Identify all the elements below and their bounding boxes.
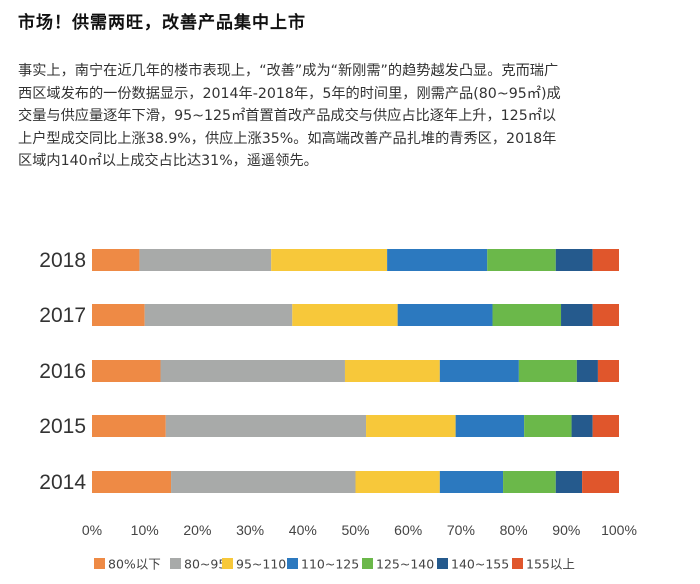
bars-layer — [92, 249, 619, 493]
stacked-bar-chart: 2018 2017 2016 2015 2014 0% 10% 20% 30% 40% 50% 60… — [39, 249, 637, 572]
bar-segment-2016-2 — [344, 360, 440, 382]
category-label-2016: 2016 — [39, 360, 86, 383]
paragraph-line: 上户型成交同比上涨38.9%，供应上涨35%。如高端改善产品扎堆的青秀区，201… — [18, 130, 557, 147]
x-tick-label: 90% — [552, 522, 580, 538]
bar-segment-2015-0 — [92, 415, 166, 437]
bar-segment-2016-4 — [518, 360, 577, 382]
bar-segment-2014-2 — [355, 471, 440, 493]
x-tick-label: 50% — [341, 522, 369, 538]
bar-segment-2014-0 — [92, 471, 172, 493]
bar-segment-2018-1 — [139, 249, 272, 271]
article-heading: 市场！供需两旺，改善产品集中上市 — [18, 13, 306, 33]
bar-segment-2018-5 — [555, 249, 593, 271]
legend-label: 140~155 — [451, 557, 509, 572]
category-label-2018: 2018 — [39, 249, 86, 272]
x-tick-label: 80% — [500, 522, 528, 538]
x-tick-label: 100% — [601, 522, 637, 538]
bar-segment-2018-0 — [92, 249, 140, 271]
bar-segment-2017-3 — [397, 304, 493, 326]
legend-swatch — [362, 558, 373, 569]
bar-segment-2017-4 — [492, 304, 562, 326]
bar-segment-2016-3 — [439, 360, 519, 382]
legend-label: 80~95 — [184, 557, 226, 572]
bar-segment-2014-3 — [439, 471, 504, 493]
paragraph-line: 区域内140㎡以上成交占比达31%，遥遥领先。 — [18, 153, 318, 169]
legend-swatch — [287, 558, 298, 569]
x-tick-label: 70% — [447, 522, 475, 538]
bar-segment-2016-5 — [576, 360, 598, 382]
bar-segment-2014-1 — [171, 471, 356, 493]
bar-segment-2015-1 — [165, 415, 367, 437]
legend-swatch — [222, 558, 233, 569]
bar-segment-2015-6 — [592, 415, 619, 437]
category-label-2014: 2014 — [39, 471, 86, 494]
bar-segment-2015-2 — [366, 415, 456, 437]
legend: 80%以下 80~95 95~110 110~125 125~140 140~155 155… — [94, 557, 575, 572]
paragraph-line: 事实上，南宁在近几年的楼市表现上，“改善”成为“新刚需”的趋势越发凸显。克而瑞广 — [18, 63, 559, 79]
legend-swatch — [437, 558, 448, 569]
x-tick-label: 40% — [289, 522, 317, 538]
x-tick-labels: 0% 10% 20% 30% 40% 50% 60% 70% 80% 90% 100% — [82, 522, 637, 538]
bar-segment-2018-3 — [387, 249, 488, 271]
paragraph-line: 交量与供应量逐年下滑，95~125㎡首置首改产品成交与供应占比逐年上升，125㎡… — [18, 108, 557, 124]
category-label-2017: 2017 — [39, 304, 86, 327]
legend-label: 125~140 — [376, 557, 434, 572]
legend-swatch — [170, 558, 181, 569]
bar-segment-2015-3 — [455, 415, 525, 437]
legend-label: 155以上 — [526, 557, 575, 572]
legend-label: 95~110 — [236, 557, 286, 572]
category-labels: 2018 2017 2016 2015 2014 — [39, 249, 86, 494]
x-tick-label: 20% — [183, 522, 211, 538]
legend-swatch — [512, 558, 523, 569]
bar-segment-2016-1 — [160, 360, 345, 382]
x-tick-label: 10% — [131, 522, 159, 538]
bar-segment-2015-4 — [524, 415, 572, 437]
legend-swatch — [94, 558, 105, 569]
x-tick-label: 60% — [394, 522, 422, 538]
bar-segment-2014-6 — [582, 471, 619, 493]
bar-segment-2016-0 — [92, 360, 161, 382]
x-tick-label: 0% — [82, 522, 102, 538]
article-paragraph: 事实上，南宁在近几年的楼市表现上，“改善”成为“新刚需”的趋势越发凸显。克而瑞广… — [18, 60, 682, 173]
bar-segment-2018-4 — [487, 249, 556, 271]
bar-segment-2017-2 — [292, 304, 398, 326]
bar-segment-2018-6 — [592, 249, 619, 271]
bar-segment-2014-4 — [503, 471, 556, 493]
bar-segment-2017-1 — [144, 304, 293, 326]
bar-segment-2014-5 — [555, 471, 583, 493]
category-label-2015: 2015 — [39, 415, 86, 438]
legend-label: 110~125 — [301, 557, 359, 572]
bar-segment-2015-5 — [571, 415, 593, 437]
bar-segment-2017-5 — [561, 304, 593, 326]
x-tick-label: 30% — [236, 522, 264, 538]
legend-label: 80%以下 — [108, 557, 161, 572]
bar-segment-2017-6 — [592, 304, 619, 326]
paragraph-line: 西区域发布的一份数据显示，2014年-2018年，5年的时间里，刚需产品(80~… — [18, 85, 561, 102]
bar-segment-2018-2 — [271, 249, 388, 271]
bar-segment-2016-6 — [597, 360, 619, 382]
bar-segment-2017-0 — [92, 304, 145, 326]
